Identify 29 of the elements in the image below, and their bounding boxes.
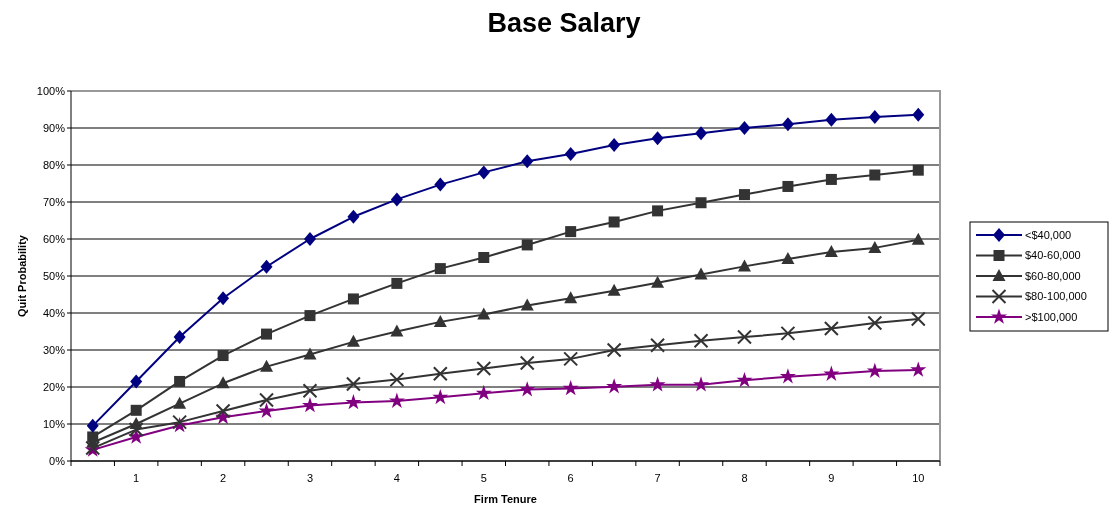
x-tick-label: 8 bbox=[741, 472, 748, 484]
x-tick-label: 4 bbox=[393, 472, 400, 484]
legend-label: $80-100,000 bbox=[1025, 290, 1087, 303]
y-tick-label: 70% bbox=[42, 195, 66, 208]
y-tick-label: 0% bbox=[49, 454, 66, 467]
y-tick-label: 60% bbox=[42, 232, 66, 245]
x-tick-label: 7 bbox=[654, 472, 661, 484]
y-tick-label: 30% bbox=[42, 343, 66, 356]
x-tick-label: 5 bbox=[480, 472, 487, 484]
legend-label: $40-60,000 bbox=[1025, 249, 1081, 262]
x-tick-label: 10 bbox=[912, 472, 925, 484]
x-tick-label: 2 bbox=[220, 472, 227, 484]
y-tick-label: 10% bbox=[42, 417, 66, 430]
x-tick-label: 3 bbox=[306, 472, 314, 484]
y-axis-title: Quit Probability bbox=[16, 234, 28, 317]
x-axis-title: Firm Tenure bbox=[474, 493, 537, 505]
x-tick-label: 1 bbox=[133, 472, 140, 484]
legend-label: >$100,000 bbox=[1025, 310, 1078, 323]
legend-label: $60-80,000 bbox=[1025, 269, 1081, 282]
y-tick-label: 20% bbox=[42, 380, 66, 393]
x-tick-label: 6 bbox=[567, 472, 574, 484]
y-tick-label: 50% bbox=[42, 269, 66, 282]
y-tick-label: 40% bbox=[42, 306, 66, 319]
y-tick-label: 80% bbox=[42, 158, 66, 171]
chart-title: Base Salary bbox=[487, 8, 641, 38]
x-tick-label: 9 bbox=[828, 472, 835, 484]
y-tick-label: 100% bbox=[36, 84, 66, 97]
legend-label: <$40,000 bbox=[1025, 228, 1072, 241]
y-tick-label: 90% bbox=[42, 121, 66, 134]
